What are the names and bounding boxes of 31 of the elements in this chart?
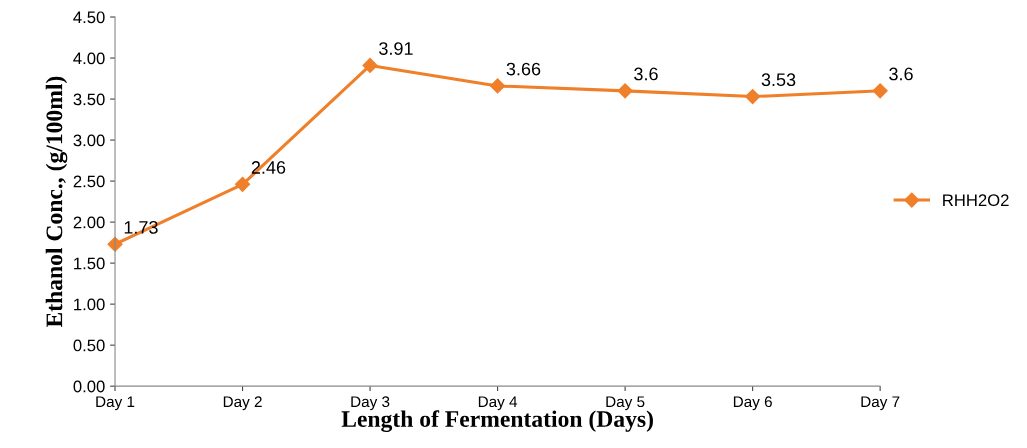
y-tick-label: 4.00 [73,52,105,65]
point [617,83,633,99]
data-label: 3.91 [379,42,413,55]
point [234,176,251,192]
y-axis-title: Ethanol Conc., (g/100ml) [45,76,68,328]
data-label: 3.6 [634,67,658,81]
x-tick-label: Day 6 [733,396,772,411]
point [872,83,888,99]
x-tick-label: Day 7 [861,396,900,411]
y-tick-label: 2.50 [73,175,105,188]
point [745,89,761,105]
x-axis-title: Length of Fermentation (Days) [341,410,653,432]
x-tick-label: Day 2 [223,396,262,411]
x-tick-label: Day 1 [96,396,135,411]
y-tick-label: 3.50 [73,93,105,106]
x-tick-label: Day 3 [351,396,390,411]
y-tick-label: 2.00 [73,216,105,229]
y-tick-label: 1.50 [74,257,105,270]
data-label: 3.53 [761,73,796,87]
x-tick-label: Day 5 [606,396,645,411]
y-tick-label: 4.50 [73,11,105,24]
data-label: 3.66 [506,62,541,76]
x-tick-label: Day 4 [478,396,518,411]
point [362,57,378,73]
y-tick-label: 1.00 [74,298,105,311]
data-label: 3.6 [889,67,913,81]
y-tick-label: 0.00 [73,380,105,393]
point [490,78,506,94]
legend-label: RHH2O2 [943,194,1009,207]
y-tick-label: 0.50 [73,339,105,352]
y-tick-label: 3.00 [73,134,105,147]
